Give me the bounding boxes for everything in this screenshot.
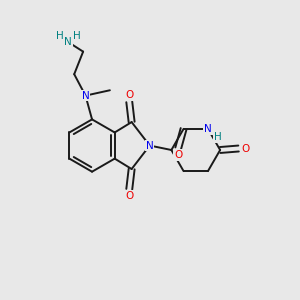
Text: N: N xyxy=(64,37,72,47)
Text: O: O xyxy=(125,90,134,100)
Text: H: H xyxy=(56,31,64,40)
Text: N: N xyxy=(82,91,89,100)
Text: H: H xyxy=(214,132,221,142)
Text: O: O xyxy=(125,191,134,201)
Text: N: N xyxy=(146,140,154,151)
Text: O: O xyxy=(241,143,249,154)
Text: H: H xyxy=(73,31,80,40)
Text: O: O xyxy=(174,150,182,160)
Text: N: N xyxy=(204,124,212,134)
